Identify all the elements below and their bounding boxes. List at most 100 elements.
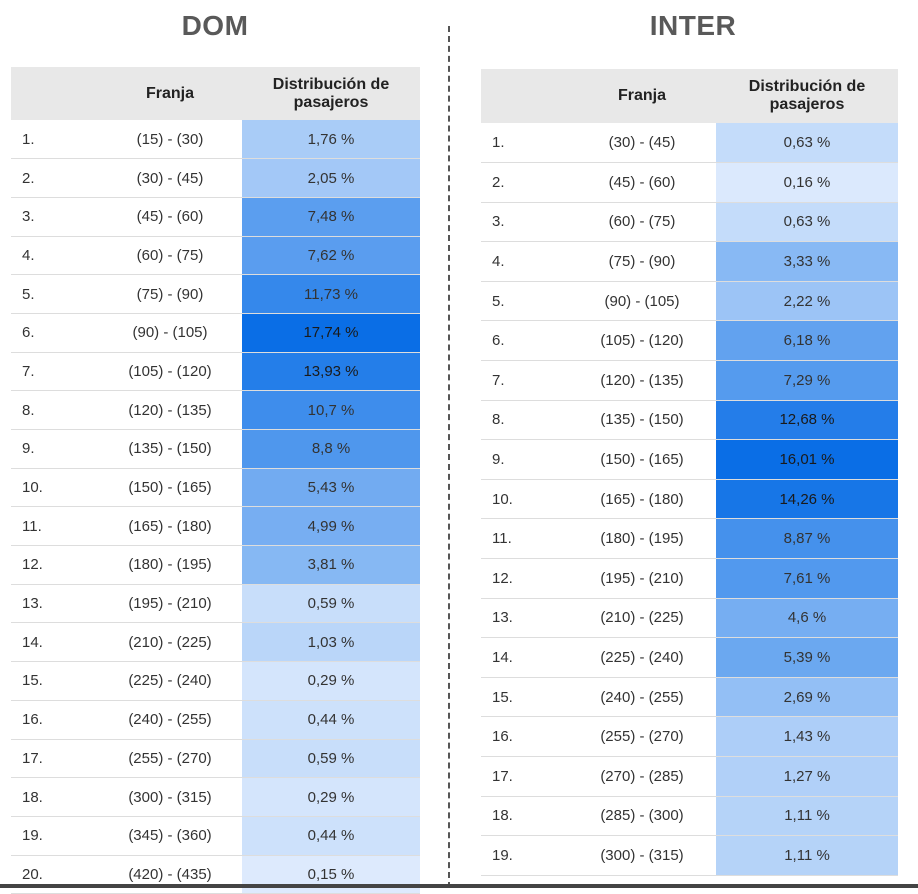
row-index: 4.: [11, 236, 98, 275]
table-row[interactable]: 18. (285) - (300) 1,11 %: [481, 796, 898, 836]
table-row[interactable]: 14. (225) - (240) 5,39 %: [481, 638, 898, 678]
row-franja: (90) - (105): [568, 281, 716, 321]
row-distribucion: 6,18 %: [716, 321, 898, 361]
table-row[interactable]: 10. (150) - (165) 5,43 %: [11, 468, 420, 507]
row-franja: (210) - (225): [98, 623, 242, 662]
table-row[interactable]: 2. (45) - (60) 0,16 %: [481, 163, 898, 203]
row-index: 3.: [11, 197, 98, 236]
table-row[interactable]: 17. (255) - (270) 0,59 %: [11, 739, 420, 778]
row-franja: (15) - (30): [98, 120, 242, 159]
table-row[interactable]: 12. (195) - (210) 7,61 %: [481, 559, 898, 599]
table-header-row: Franja Distribución de pasajeros: [11, 67, 420, 120]
dom-distribution-table: Franja Distribución de pasajeros 1. (15) …: [11, 67, 420, 894]
table-row[interactable]: 16. (240) - (255) 0,44 %: [11, 700, 420, 739]
table-row[interactable]: 7. (120) - (135) 7,29 %: [481, 361, 898, 401]
row-franja: (75) - (90): [98, 275, 242, 314]
row-franja: (255) - (270): [98, 739, 242, 778]
table-row[interactable]: 13. (195) - (210) 0,59 %: [11, 584, 420, 623]
bottom-border: [0, 884, 918, 888]
table-row[interactable]: 4. (75) - (90) 3,33 %: [481, 242, 898, 282]
row-franja: (345) - (360): [98, 816, 242, 855]
table-row[interactable]: 10. (165) - (180) 14,26 %: [481, 479, 898, 519]
row-franja: (300) - (315): [568, 836, 716, 876]
table-row[interactable]: 9. (135) - (150) 8,8 %: [11, 430, 420, 469]
row-distribucion: 3,33 %: [716, 242, 898, 282]
row-franja: (165) - (180): [98, 507, 242, 546]
row-index: 2.: [481, 163, 568, 203]
row-index: 13.: [481, 598, 568, 638]
table-row[interactable]: 3. (45) - (60) 7,48 %: [11, 197, 420, 236]
row-index: 1.: [11, 120, 98, 159]
table-row[interactable]: 8. (135) - (150) 12,68 %: [481, 400, 898, 440]
row-distribucion: 13,93 %: [242, 352, 420, 391]
table-row[interactable]: 13. (210) - (225) 4,6 %: [481, 598, 898, 638]
row-index: 13.: [11, 584, 98, 623]
row-franja: (225) - (240): [568, 638, 716, 678]
table-row[interactable]: 11. (165) - (180) 4,99 %: [11, 507, 420, 546]
row-franja: (120) - (135): [98, 391, 242, 430]
header-franja[interactable]: Franja: [568, 69, 716, 123]
table-row[interactable]: 7. (105) - (120) 13,93 %: [11, 352, 420, 391]
table-row[interactable]: 1. (30) - (45) 0,63 %: [481, 123, 898, 163]
table-row[interactable]: 5. (75) - (90) 11,73 %: [11, 275, 420, 314]
row-index: 2.: [11, 159, 98, 198]
row-index: 8.: [11, 391, 98, 430]
table-row[interactable]: 12. (180) - (195) 3,81 %: [11, 546, 420, 585]
row-distribucion: 0,59 %: [242, 584, 420, 623]
table-row[interactable]: 8. (120) - (135) 10,7 %: [11, 391, 420, 430]
row-index: 5.: [481, 281, 568, 321]
table-row[interactable]: 11. (180) - (195) 8,87 %: [481, 519, 898, 559]
row-distribucion: 17,74 %: [242, 313, 420, 352]
table-row[interactable]: 1. (15) - (30) 1,76 %: [11, 120, 420, 159]
table-row[interactable]: 18. (300) - (315) 0,29 %: [11, 778, 420, 817]
row-franja: (75) - (90): [568, 242, 716, 282]
row-distribucion: 7,62 %: [242, 236, 420, 275]
header-distribucion[interactable]: Distribución de pasajeros: [716, 69, 898, 123]
table-row[interactable]: 15. (225) - (240) 0,29 %: [11, 662, 420, 701]
header-franja[interactable]: Franja: [98, 67, 242, 120]
row-index: 8.: [481, 400, 568, 440]
table-row[interactable]: 9. (150) - (165) 16,01 %: [481, 440, 898, 480]
row-distribucion: 0,29 %: [242, 778, 420, 817]
row-distribucion: 1,03 %: [242, 623, 420, 662]
table-row[interactable]: 19. (345) - (360) 0,44 %: [11, 816, 420, 855]
table-row[interactable]: 14. (210) - (225) 1,03 %: [11, 623, 420, 662]
dashed-divider: [448, 26, 450, 888]
table-row[interactable]: 5. (90) - (105) 2,22 %: [481, 281, 898, 321]
row-franja: (195) - (210): [98, 584, 242, 623]
table-row[interactable]: 15. (240) - (255) 2,69 %: [481, 677, 898, 717]
row-index: 18.: [11, 778, 98, 817]
row-franja: (150) - (165): [98, 468, 242, 507]
row-franja: (210) - (225): [568, 598, 716, 638]
header-index: [481, 69, 568, 123]
row-franja: (135) - (150): [568, 400, 716, 440]
table-row[interactable]: 6. (105) - (120) 6,18 %: [481, 321, 898, 361]
row-distribucion: 4,99 %: [242, 507, 420, 546]
row-distribucion: 5,39 %: [716, 638, 898, 678]
table-row[interactable]: 3. (60) - (75) 0,63 %: [481, 202, 898, 242]
row-index: 18.: [481, 796, 568, 836]
row-franja: (105) - (120): [568, 321, 716, 361]
row-index: 16.: [481, 717, 568, 757]
table-row[interactable]: 2. (30) - (45) 2,05 %: [11, 159, 420, 198]
row-franja: (240) - (255): [568, 677, 716, 717]
table-row[interactable]: 4. (60) - (75) 7,62 %: [11, 236, 420, 275]
row-index: 10.: [11, 468, 98, 507]
table-row[interactable]: 19. (300) - (315) 1,11 %: [481, 836, 898, 876]
table-row[interactable]: 6. (90) - (105) 17,74 %: [11, 313, 420, 352]
row-franja: (30) - (45): [98, 159, 242, 198]
row-franja: (180) - (195): [568, 519, 716, 559]
row-distribucion: 16,01 %: [716, 440, 898, 480]
row-index: 15.: [481, 677, 568, 717]
row-franja: (165) - (180): [568, 479, 716, 519]
row-franja: (285) - (300): [568, 796, 716, 836]
header-distribucion[interactable]: Distribución de pasajeros: [242, 67, 420, 120]
row-distribucion: 1,43 %: [716, 717, 898, 757]
table-row[interactable]: 16. (255) - (270) 1,43 %: [481, 717, 898, 757]
header-index: [11, 67, 98, 120]
row-index: 15.: [11, 662, 98, 701]
row-distribucion: 0,44 %: [242, 816, 420, 855]
table-row[interactable]: 17. (270) - (285) 1,27 %: [481, 757, 898, 797]
row-distribucion: 2,05 %: [242, 159, 420, 198]
row-franja: (120) - (135): [568, 361, 716, 401]
